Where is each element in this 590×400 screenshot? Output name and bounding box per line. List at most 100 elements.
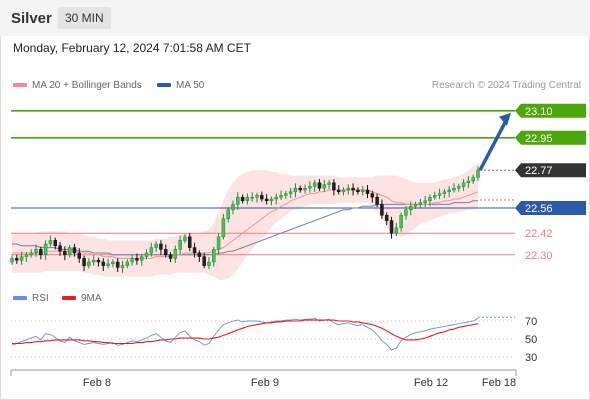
- timeframe-badge[interactable]: 30 MIN: [58, 7, 111, 29]
- legend-ma50-label: MA 50: [176, 80, 205, 91]
- candle-body: [15, 258, 19, 261]
- candle-body: [163, 249, 168, 256]
- candle-body: [274, 196, 278, 200]
- candle-body: [63, 250, 67, 256]
- candle-body: [288, 191, 293, 194]
- legend-rsi-ma-swatch: [62, 296, 76, 301]
- target-arrow-head: [499, 112, 511, 126]
- candle-body: [39, 249, 43, 256]
- candle-body: [360, 189, 365, 193]
- candles: [10, 166, 480, 273]
- legend-rsi-ma-label: 9MA: [81, 293, 102, 304]
- candle-body: [173, 249, 178, 259]
- candle-body: [216, 236, 221, 250]
- x-tick-label: Feb 9: [251, 377, 279, 389]
- candle-body: [293, 187, 298, 193]
- candle-body: [120, 265, 125, 268]
- level-badge-22.95: [515, 130, 586, 145]
- legend-ma50-swatch: [157, 83, 171, 88]
- candle-body: [389, 220, 394, 234]
- x-tick-label: Feb 8: [83, 377, 111, 389]
- level-label-22.56: 22.56: [525, 203, 553, 215]
- candle-body: [404, 209, 408, 216]
- rsi-tick-label: 50: [525, 334, 537, 346]
- legend-rsi-swatch: [13, 296, 27, 301]
- research-credit: Research © 2024 Trading Central: [431, 80, 581, 91]
- candle-body: [408, 205, 413, 211]
- legend-ma20: MA 20 + Bollinger Bands: [13, 80, 142, 91]
- candle-body: [351, 187, 355, 191]
- candle-body: [197, 252, 202, 257]
- ma50-line: [12, 200, 478, 256]
- ma20-line: [12, 189, 479, 259]
- legend-rsi-label: RSI: [32, 293, 49, 304]
- candle-body: [452, 187, 456, 191]
- candle-body: [365, 189, 370, 194]
- level-label-22.95: 22.95: [525, 133, 553, 145]
- candle-body: [284, 193, 288, 196]
- candle-body: [476, 169, 480, 178]
- candle-body: [106, 263, 110, 266]
- candle-body: [144, 252, 149, 257]
- legend-rsi: RSI: [13, 293, 49, 304]
- candle-body: [413, 204, 418, 207]
- candle-body: [192, 247, 197, 254]
- candle-body: [82, 258, 86, 266]
- candle-body: [255, 195, 259, 198]
- candle-body: [67, 247, 72, 256]
- candle-body: [58, 245, 62, 252]
- candle-body: [24, 254, 29, 257]
- candle-body: [308, 186, 312, 189]
- candle-body: [207, 261, 211, 266]
- candle-body: [77, 252, 82, 259]
- timestamp: Monday, February 12, 2024 7:01:58 AM CET: [13, 41, 251, 55]
- candle-body: [115, 261, 120, 268]
- candle-body: [461, 182, 466, 187]
- candle-body: [264, 198, 269, 202]
- candle-body: [96, 259, 101, 263]
- level-badge-22.56: [515, 201, 586, 215]
- target-arrow-shaft: [478, 117, 509, 172]
- level-label-22.30: 22.30: [525, 250, 553, 262]
- candle-body: [188, 236, 192, 248]
- candle-body: [356, 189, 360, 193]
- candle-body: [245, 196, 250, 202]
- x-tick-label: Feb 18: [482, 377, 516, 389]
- level-label-22.42: 22.42: [525, 228, 553, 240]
- candle-body: [87, 261, 91, 266]
- candle-body: [336, 189, 341, 193]
- candle-body: [394, 227, 399, 234]
- candle-body: [101, 261, 106, 266]
- candle-body: [332, 182, 336, 191]
- candle-body: [178, 240, 182, 250]
- candle-body: [428, 196, 432, 202]
- candle-body: [279, 195, 283, 198]
- candle-body: [380, 204, 384, 216]
- candle-body: [236, 196, 240, 205]
- candle-body: [466, 180, 471, 184]
- candle-body: [135, 258, 139, 261]
- candle-body: [154, 243, 158, 248]
- candle-body: [231, 204, 235, 211]
- candle-body: [298, 187, 302, 191]
- candle-body: [125, 261, 130, 266]
- candle-body: [72, 247, 77, 254]
- candle-body: [202, 256, 206, 266]
- candle-body: [29, 252, 33, 256]
- candle-body: [139, 256, 144, 261]
- candle-body: [111, 261, 115, 265]
- candle-body: [437, 193, 442, 196]
- candle-body: [53, 240, 57, 247]
- candle-body: [341, 189, 346, 193]
- instrument-name: Silver: [11, 10, 52, 27]
- candle-body: [269, 198, 274, 202]
- legend-ma50: MA 50: [157, 80, 204, 91]
- legend-ma20-swatch: [13, 83, 27, 88]
- candle-body: [43, 243, 48, 256]
- level-badge-23.10: [515, 103, 586, 118]
- candle-body: [149, 247, 154, 254]
- candle-body: [457, 186, 461, 189]
- candle-body: [442, 191, 447, 194]
- legend-ma20-label: MA 20 + Bollinger Bands: [32, 80, 142, 91]
